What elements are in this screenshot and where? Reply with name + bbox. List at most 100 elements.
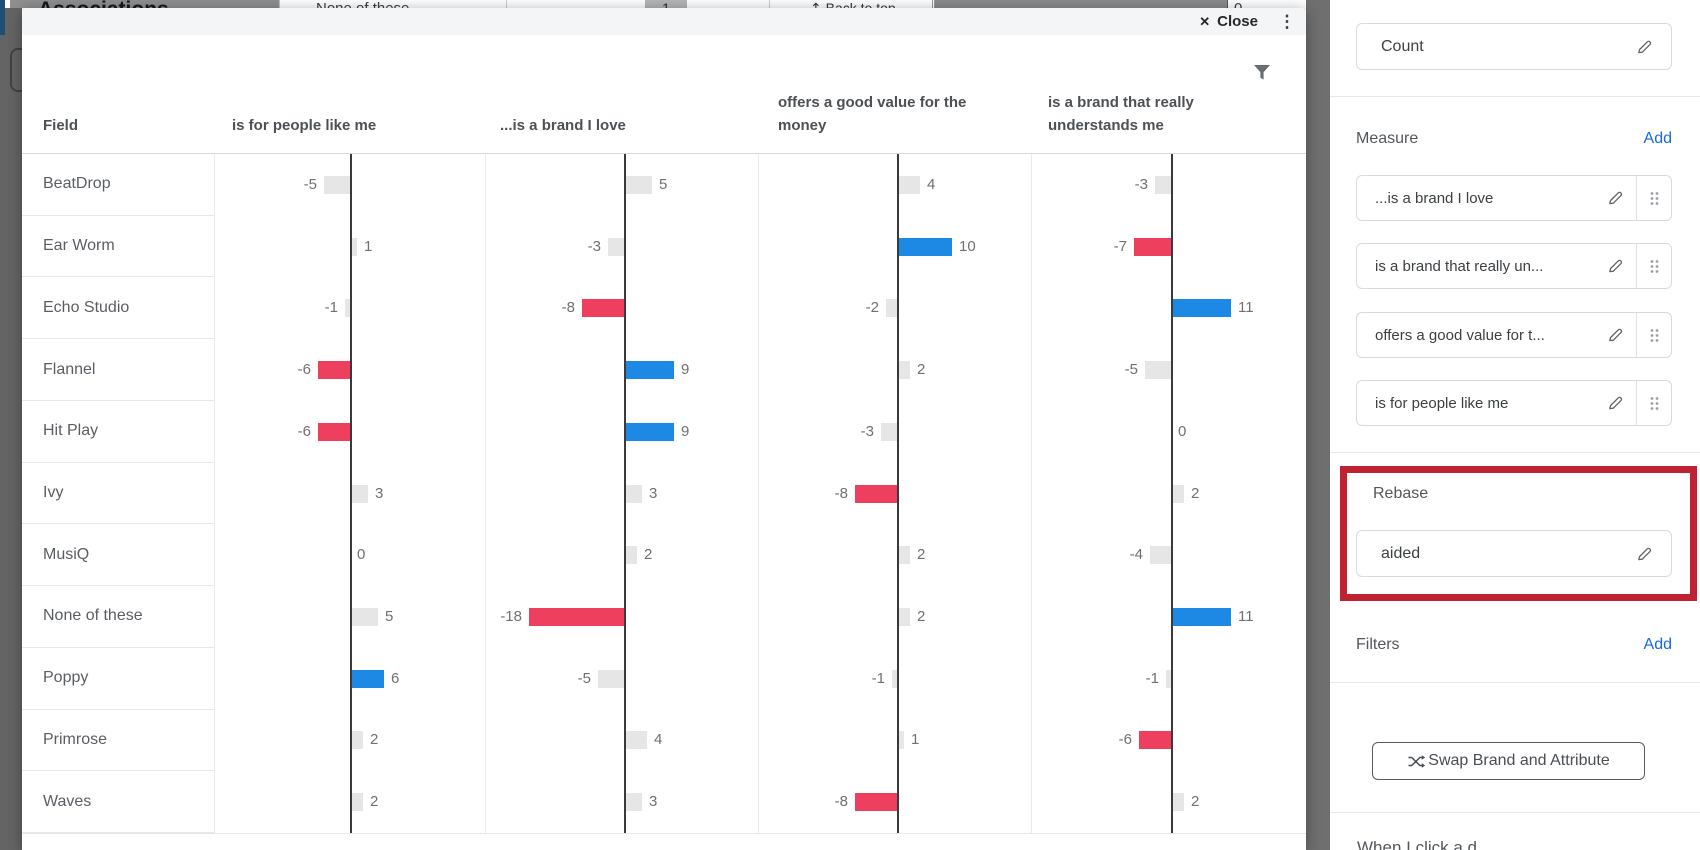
swap-brand-attribute-button[interactable]: Swap Brand and Attribute <box>1372 742 1645 780</box>
bar-value: 9 <box>681 361 690 379</box>
edit-pencil-icon[interactable] <box>1606 394 1624 412</box>
row-label-ivy: Ivy <box>22 463 214 525</box>
bar-value: 9 <box>681 422 690 440</box>
background-page-strip: Associations None of these 1 ↥ Back to t… <box>5 0 1330 8</box>
background-nav-bar <box>0 0 5 35</box>
bar-value: -5 <box>577 669 591 687</box>
bar <box>626 175 652 194</box>
bar-value: 4 <box>927 175 936 193</box>
edit-pencil-icon[interactable] <box>1635 38 1653 56</box>
edit-pencil-icon[interactable] <box>1606 257 1624 275</box>
bar-value: 3 <box>649 793 658 811</box>
drag-handle-icon[interactable] <box>1637 381 1671 425</box>
bar-value: 2 <box>917 361 926 379</box>
background-page-title: Associations <box>38 0 169 8</box>
clipped-settings-label: When I click a d <box>1357 838 1477 850</box>
bar <box>352 731 363 750</box>
row-label-waves: Waves <box>22 771 214 833</box>
bar-value: 1 <box>364 237 373 255</box>
drag-handle-icon[interactable] <box>1637 176 1671 220</box>
rebase-field-value: aided <box>1381 544 1421 562</box>
edit-pencil-icon[interactable] <box>1606 326 1624 344</box>
measure-item-4[interactable]: is for people like me <box>1356 380 1672 426</box>
bar-value: 1 <box>911 731 920 749</box>
edit-pencil-icon[interactable] <box>1606 189 1624 207</box>
background-empty-cell <box>507 0 645 8</box>
divider <box>1330 452 1700 453</box>
bar <box>1173 484 1184 503</box>
bar <box>899 607 910 626</box>
bar-value: 2 <box>917 546 926 564</box>
bar-value: 10 <box>959 237 976 255</box>
zero-axis <box>350 154 352 833</box>
column-border <box>1031 154 1032 833</box>
count-field[interactable]: Count <box>1356 23 1672 70</box>
row-label-poppy: Poppy <box>22 648 214 710</box>
bar-value: 5 <box>385 607 394 625</box>
rebase-field[interactable]: aided <box>1356 530 1672 577</box>
bar-value: 2 <box>1191 793 1200 811</box>
bar-value: -6 <box>297 361 311 379</box>
bar-value: 11 <box>1238 607 1254 625</box>
background-button-fragment <box>10 48 22 92</box>
filter-funnel-icon[interactable] <box>1252 64 1272 82</box>
bar <box>1145 361 1171 380</box>
bar <box>626 484 642 503</box>
measure-add-link[interactable]: Add <box>1643 130 1672 147</box>
associations-detail-modal: ✕ Close ⋮ Field is for people like me ..… <box>22 8 1306 850</box>
bar <box>899 546 910 565</box>
filters-add-link[interactable]: Add <box>1643 636 1672 653</box>
bar-value: 0 <box>1178 422 1187 440</box>
bar-value: 4 <box>654 731 663 749</box>
background-gray-region <box>935 0 1228 8</box>
drag-handle-icon[interactable] <box>1637 313 1671 357</box>
column-header-field: Field <box>43 116 79 134</box>
bar-value: -1 <box>1145 669 1159 687</box>
row-label-beatdrop: BeatDrop <box>22 154 214 216</box>
bar-value: 11 <box>1238 299 1254 317</box>
settings-sidebar: Count Measure Add ...is a brand I love i… <box>1330 0 1700 850</box>
filters-section-label: Filters <box>1356 636 1400 653</box>
bar <box>1155 175 1171 194</box>
bar-value: -1 <box>324 299 338 317</box>
bar <box>352 484 368 503</box>
bar-value: -2 <box>865 299 879 317</box>
dimmed-overlay-left <box>0 0 22 850</box>
bar-value: -3 <box>587 237 601 255</box>
bar-value: 2 <box>370 731 379 749</box>
close-icon: ✕ <box>1199 13 1211 29</box>
measure-item-2[interactable]: is a brand that really un... <box>1356 243 1672 289</box>
bar-value: -3 <box>1134 175 1148 193</box>
measure-item-3[interactable]: offers a good value for t... <box>1356 312 1672 358</box>
background-count-value: 1 <box>662 0 670 8</box>
bar-value: 2 <box>370 793 379 811</box>
bar <box>1173 299 1231 318</box>
measure-item-label: ...is a brand I love <box>1375 189 1494 207</box>
bar-value: -8 <box>834 793 848 811</box>
bar <box>1134 237 1171 256</box>
edit-pencil-icon[interactable] <box>1635 545 1653 563</box>
bar-value: -8 <box>834 484 848 502</box>
row-label-echo-studio: Echo Studio <box>22 277 214 340</box>
measure-item-label: offers a good value for t... <box>1375 326 1545 344</box>
close-label: Close <box>1217 13 1258 30</box>
bar <box>352 793 363 812</box>
column-header-2: ...is a brand I love <box>500 116 626 134</box>
drag-handle-icon[interactable] <box>1637 244 1671 288</box>
measure-item-body: ...is a brand I love <box>1357 176 1637 220</box>
back-to-top-button: ↥ Back to top <box>810 0 896 8</box>
zero-axis <box>1171 154 1173 833</box>
bar <box>318 361 350 380</box>
bar-value: 0 <box>357 546 366 564</box>
bar-value: -1 <box>871 669 885 687</box>
bar-value: -18 <box>500 607 522 625</box>
bar <box>886 299 897 318</box>
kebab-menu-icon[interactable]: ⋮ <box>1278 12 1296 31</box>
column-border <box>758 154 759 833</box>
divider <box>1330 96 1700 97</box>
bar <box>324 175 350 194</box>
close-button[interactable]: ✕ Close <box>1199 8 1258 35</box>
bar <box>345 299 350 318</box>
measure-item-1[interactable]: ...is a brand I love <box>1356 175 1672 221</box>
bar <box>582 299 624 318</box>
